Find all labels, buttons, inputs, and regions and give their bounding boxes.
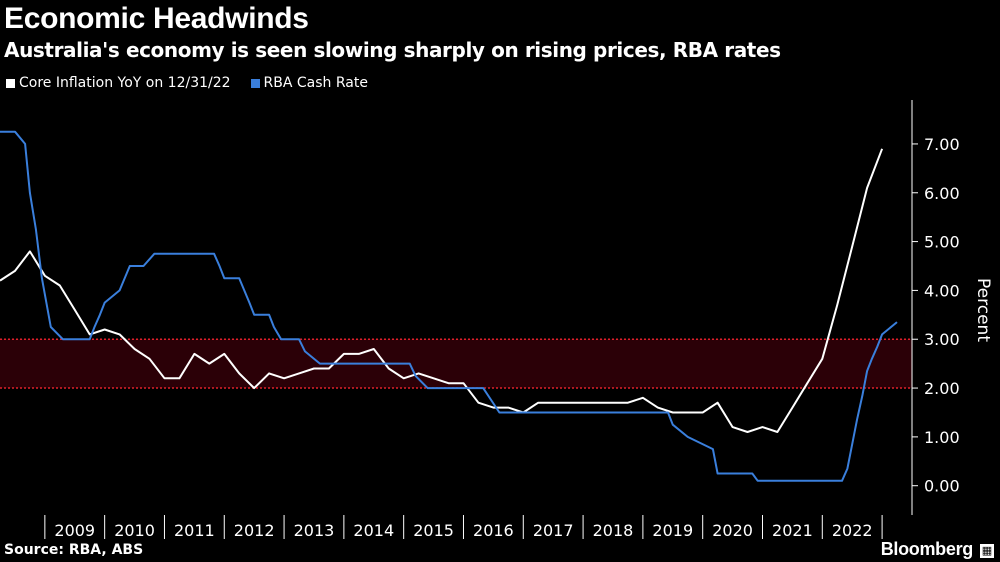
y-tick-label: 2.00 — [924, 379, 960, 398]
x-tick-label: 2013 — [294, 521, 335, 540]
y-tick-label: 1.00 — [924, 428, 960, 447]
legend-label-core-inflation: Core Inflation YoY on 12/31/22 — [19, 75, 231, 91]
x-tick-label: 2022 — [832, 521, 873, 540]
x-tick-label: 2015 — [413, 521, 454, 540]
x-tick-label: 2021 — [772, 521, 813, 540]
brand-square-icon: ▦ — [980, 544, 994, 558]
x-tick-label: 2020 — [712, 521, 753, 540]
y-tick-label: 5.00 — [924, 233, 960, 252]
x-tick-label: 2009 — [54, 521, 95, 540]
x-tick-label: 2012 — [234, 521, 275, 540]
legend-swatch-rba-cash-rate — [250, 78, 260, 88]
legend: Core Inflation YoY on 12/31/22 RBA Cash … — [6, 75, 388, 91]
y-tick-label: 4.00 — [924, 281, 960, 300]
x-tick-label: 2019 — [652, 521, 693, 540]
brand-logo: Bloomberg — [880, 539, 974, 559]
y-tick-label: 6.00 — [924, 184, 960, 203]
y-axis-label: Percent — [973, 278, 993, 342]
legend-swatch-core-inflation — [6, 78, 15, 88]
legend-item-core-inflation: Core Inflation YoY on 12/31/22 — [6, 75, 231, 91]
series-line-rba-cash-rate — [0, 130, 898, 482]
chart-subtitle: Australia's economy is seen slowing shar… — [4, 38, 781, 62]
chart-title: Economic Headwinds — [4, 2, 309, 35]
x-tick-label: 2018 — [593, 521, 634, 540]
x-tick-label: 2016 — [473, 521, 514, 540]
series-line-core-inflation — [0, 148, 884, 433]
x-tick-label: 2010 — [114, 521, 155, 540]
target-band — [0, 339, 912, 389]
legend-label-rba-cash-rate: RBA Cash Rate — [263, 75, 368, 91]
y-tick-label: 0.00 — [924, 477, 960, 496]
legend-item-rba-cash-rate: RBA Cash Rate — [250, 75, 368, 91]
x-tick-label: 2014 — [353, 521, 394, 540]
y-tick-label: 7.00 — [924, 135, 960, 154]
source-note: Source: RBA, ABS — [4, 542, 144, 558]
y-tick-label: 3.00 — [924, 330, 960, 349]
x-tick-label: 2017 — [533, 521, 574, 540]
x-tick-label: 2011 — [174, 521, 215, 540]
